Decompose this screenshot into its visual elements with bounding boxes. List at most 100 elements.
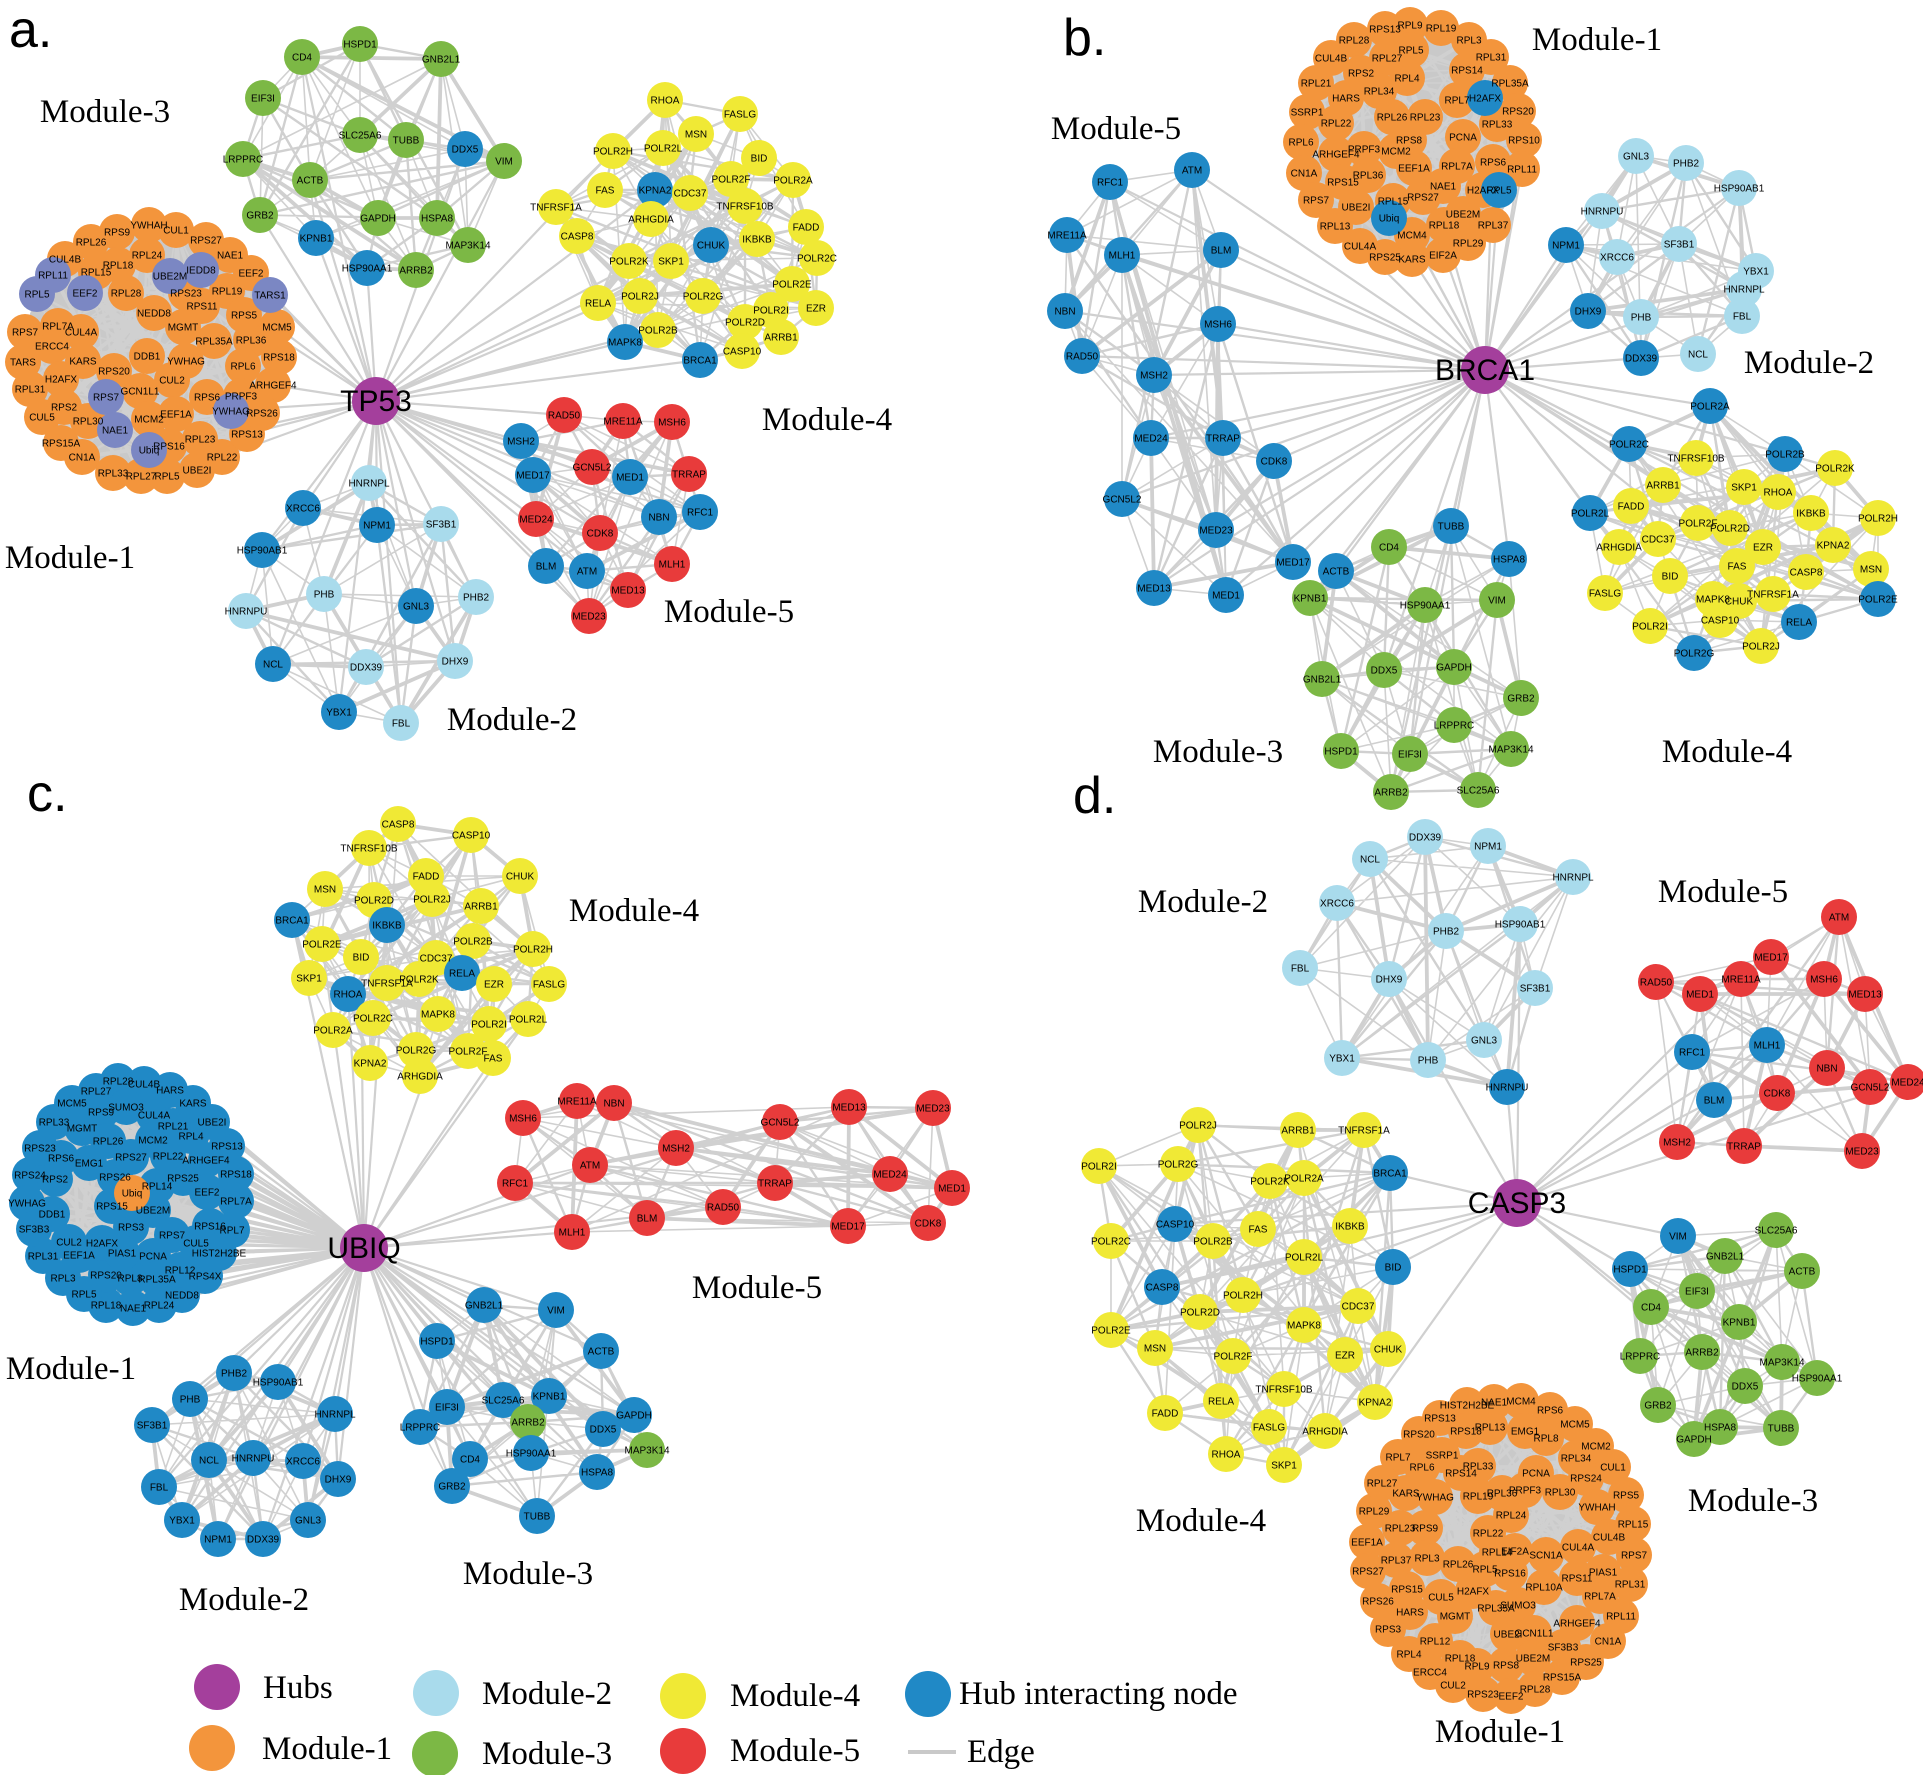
- svg-text:RPS13: RPS13: [1424, 1414, 1456, 1425]
- svg-text:Module-4: Module-4: [1662, 734, 1792, 770]
- svg-text:Module-2: Module-2: [447, 702, 577, 738]
- svg-text:POLR2H: POLR2H: [513, 945, 553, 956]
- svg-text:VIM: VIM: [495, 157, 513, 168]
- svg-text:PHB2: PHB2: [1673, 159, 1700, 170]
- svg-text:Module-2: Module-2: [179, 1582, 309, 1618]
- svg-text:TUBB: TUBB: [1438, 522, 1465, 533]
- svg-text:EEF1A: EEF1A: [1398, 164, 1430, 175]
- svg-text:RHOA: RHOA: [1764, 488, 1793, 499]
- svg-text:POLR2C: POLR2C: [1609, 440, 1649, 451]
- svg-text:Module-2: Module-2: [482, 1676, 612, 1712]
- svg-text:MSH2: MSH2: [1140, 371, 1168, 382]
- svg-text:POLR2K: POLR2K: [609, 257, 649, 268]
- svg-text:RPS3: RPS3: [1375, 1625, 1402, 1636]
- svg-text:Module-1: Module-1: [6, 1351, 136, 1387]
- svg-text:RPL23: RPL23: [185, 435, 216, 446]
- svg-text:BRCA1: BRCA1: [683, 356, 717, 367]
- svg-text:RPL7A: RPL7A: [1441, 162, 1473, 173]
- svg-text:RPL8: RPL8: [1533, 1434, 1558, 1445]
- svg-text:POLR2D: POLR2D: [725, 318, 765, 329]
- svg-text:GNB2L1: GNB2L1: [1303, 675, 1342, 686]
- svg-text:Hub interacting node: Hub interacting node: [959, 1676, 1238, 1712]
- svg-text:HNRNPU: HNRNPU: [232, 1454, 275, 1465]
- svg-text:PRPF3: PRPF3: [1509, 1486, 1542, 1497]
- svg-text:FADD: FADD: [1152, 1409, 1179, 1420]
- svg-text:RPS18: RPS18: [220, 1170, 252, 1181]
- svg-text:RPL31: RPL31: [28, 1252, 59, 1263]
- svg-text:RPS18: RPS18: [263, 353, 295, 364]
- svg-text:FADD: FADD: [1618, 502, 1645, 513]
- svg-text:RPL4: RPL4: [1396, 1650, 1421, 1661]
- svg-text:RPS25: RPS25: [1369, 253, 1401, 264]
- svg-text:CHUK: CHUK: [506, 872, 535, 883]
- svg-text:POLR2F: POLR2F: [712, 175, 751, 186]
- svg-text:PCNA: PCNA: [139, 1252, 167, 1263]
- svg-text:MAP3K14: MAP3K14: [624, 1446, 669, 1457]
- svg-text:MED17: MED17: [831, 1222, 865, 1233]
- svg-text:MAP3K14: MAP3K14: [445, 241, 490, 252]
- svg-text:RPS7: RPS7: [93, 393, 120, 404]
- svg-text:CASP8: CASP8: [1790, 568, 1823, 579]
- svg-text:POLR2I: POLR2I: [753, 306, 789, 317]
- svg-text:Module-3: Module-3: [463, 1556, 593, 1592]
- svg-text:Module-5: Module-5: [692, 1270, 822, 1306]
- svg-text:NBN: NBN: [1816, 1064, 1837, 1075]
- svg-text:FASLG: FASLG: [533, 980, 565, 991]
- svg-text:RPS24: RPS24: [1570, 1474, 1602, 1485]
- svg-text:FADD: FADD: [793, 223, 820, 234]
- svg-text:POLR2A: POLR2A: [773, 176, 813, 187]
- svg-text:RPS7: RPS7: [1621, 1551, 1648, 1562]
- svg-text:GCN5L2: GCN5L2: [1851, 1083, 1890, 1094]
- svg-text:RPL4: RPL4: [178, 1132, 203, 1143]
- svg-text:YWHAG: YWHAG: [1416, 1493, 1454, 1504]
- svg-text:Module-4: Module-4: [762, 402, 892, 438]
- svg-text:EEF1A: EEF1A: [1351, 1538, 1383, 1549]
- svg-text:RELA: RELA: [449, 969, 475, 980]
- svg-text:MED13: MED13: [1848, 990, 1882, 1001]
- svg-text:BLM: BLM: [637, 1214, 658, 1225]
- svg-text:NCL: NCL: [199, 1456, 219, 1467]
- svg-text:KARS: KARS: [1398, 255, 1426, 266]
- svg-text:ATM: ATM: [1829, 913, 1849, 924]
- svg-text:TUBB: TUBB: [524, 1512, 551, 1523]
- svg-text:PHB2: PHB2: [1433, 927, 1460, 938]
- svg-text:TNFRSF1A: TNFRSF1A: [1338, 1126, 1390, 1137]
- svg-text:EZR: EZR: [484, 980, 504, 991]
- svg-text:MED1: MED1: [616, 473, 644, 484]
- svg-text:CUL2: CUL2: [159, 376, 185, 387]
- svg-text:POLR2F: POLR2F: [1214, 1352, 1253, 1363]
- svg-text:MCM2: MCM2: [1581, 1442, 1611, 1453]
- svg-text:RPS16: RPS16: [153, 442, 185, 453]
- svg-text:POLR2D: POLR2D: [1710, 524, 1750, 535]
- svg-text:RPS25: RPS25: [1570, 1658, 1602, 1669]
- svg-text:RPS15: RPS15: [1391, 1585, 1423, 1596]
- svg-text:GRB2: GRB2: [438, 1482, 466, 1493]
- svg-text:RPS8: RPS8: [1493, 1661, 1520, 1672]
- svg-text:TNFRSF1A: TNFRSF1A: [530, 203, 582, 214]
- svg-text:MCM5: MCM5: [262, 323, 292, 334]
- svg-text:RPL6: RPL6: [230, 362, 255, 373]
- svg-text:MED24: MED24: [873, 1170, 907, 1181]
- svg-text:RPL33: RPL33: [1463, 1462, 1494, 1473]
- svg-text:a.: a.: [9, 1, 52, 59]
- svg-text:RPL11: RPL11: [38, 271, 68, 282]
- svg-text:POLR2C: POLR2C: [1091, 1237, 1131, 1248]
- svg-text:RPL36: RPL36: [236, 336, 267, 347]
- svg-text:KPNB1: KPNB1: [300, 234, 333, 245]
- svg-text:KPNA2: KPNA2: [1817, 541, 1850, 552]
- svg-text:RPS2: RPS2: [51, 403, 78, 414]
- svg-text:HNRNPL: HNRNPL: [348, 479, 390, 490]
- svg-text:RPL22: RPL22: [1321, 119, 1352, 130]
- svg-text:RPS6: RPS6: [1537, 1406, 1564, 1417]
- svg-text:KPNB1: KPNB1: [533, 1392, 566, 1403]
- svg-text:KARS: KARS: [1392, 1489, 1420, 1500]
- svg-text:HSP90AA1: HSP90AA1: [1400, 601, 1451, 612]
- svg-text:YWHAG: YWHAG: [8, 1199, 46, 1210]
- svg-text:NAE1: NAE1: [1481, 1398, 1508, 1409]
- svg-text:GCN5L2: GCN5L2: [761, 1118, 800, 1129]
- svg-text:LRPPRC: LRPPRC: [1620, 1352, 1661, 1363]
- svg-text:POLR2G: POLR2G: [683, 292, 724, 303]
- svg-text:FASLG: FASLG: [1589, 589, 1621, 600]
- svg-text:RPL31: RPL31: [1615, 1580, 1646, 1591]
- svg-text:RPL15: RPL15: [1618, 1520, 1649, 1531]
